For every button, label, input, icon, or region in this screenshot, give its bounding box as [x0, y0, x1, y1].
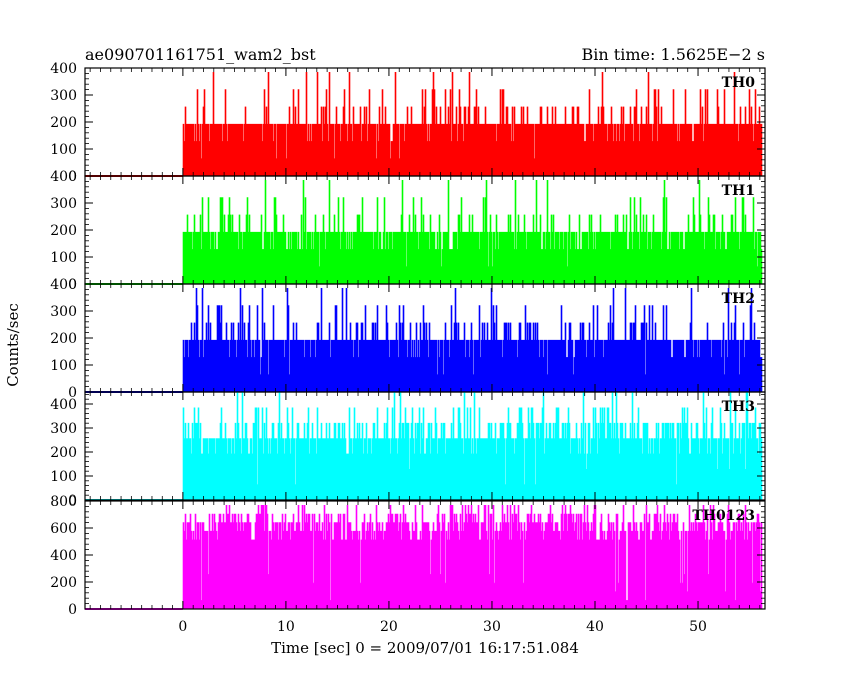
y-tick-label-th0123-200: 200	[50, 575, 77, 591]
series-label-th2: TH2	[722, 291, 755, 307]
y-tick-label-th3-300: 300	[50, 421, 77, 437]
y-tick-label-th2-200: 200	[50, 331, 77, 347]
x-tick-label-10: 10	[277, 619, 295, 635]
y-tick-label-th0-100: 100	[50, 142, 77, 158]
series-trace-th1	[182, 180, 763, 285]
series-trace-th0	[182, 72, 763, 177]
x-tick-label-40: 40	[586, 619, 604, 635]
y-tick-label-th1-200: 200	[50, 223, 77, 239]
y-tick-label-th0-300: 300	[50, 88, 77, 104]
y-tick-label-th3-0: 0	[68, 493, 77, 509]
y-tick-label-th0-200: 200	[50, 115, 77, 131]
x-tick-label-20: 20	[380, 619, 398, 635]
y-tick-label-th0-0: 0	[68, 169, 77, 185]
y-tick-label-th1-0: 0	[68, 277, 77, 293]
panel-th0: 0 100 200 300 400 TH0	[50, 61, 766, 185]
chart-title-right: Bin time: 1.5625E−2 s	[582, 45, 765, 64]
y-tick-label-th0-400: 400	[50, 61, 77, 77]
y-tick-label-th1-100: 100	[50, 250, 77, 266]
series-label-th3: TH3	[722, 399, 755, 415]
series-trace-th0123	[182, 505, 763, 610]
x-tick-label-0: 0	[178, 619, 187, 635]
y-tick-label-th0123-0: 0	[68, 602, 77, 618]
x-tick-label-30: 30	[483, 619, 501, 635]
y-tick-label-th1-400: 400	[50, 169, 77, 185]
y-tick-label-th3-200: 200	[50, 445, 77, 461]
series-label-th0: TH0	[722, 75, 756, 91]
series-label-th1: TH1	[722, 183, 755, 199]
y-axis-title: Counts/sec	[4, 303, 22, 387]
y-tick-label-th3-400: 400	[50, 397, 77, 413]
y-tick-label-th0123-800: 800	[50, 494, 77, 510]
panel-frame-th3	[84, 391, 766, 501]
y-tick-label-th0123-600: 600	[50, 521, 77, 537]
panel-th2: 0 100 200 300 400 TH2	[50, 277, 766, 401]
series-label-th0123: TH0123	[692, 508, 755, 524]
x-axis-title: Time [sec] 0 = 2009/07/01 16:17:51.084	[271, 639, 579, 657]
series-trace-th2	[182, 288, 763, 393]
chart-title-left: ae090701161751_wam2_bst	[85, 45, 316, 64]
y-tick-label-th2-300: 300	[50, 304, 77, 320]
y-tick-label-th2-0: 0	[68, 385, 77, 401]
panels-group: 0100200300400TH00100200300400TH101002003…	[50, 61, 766, 635]
y-tick-label-th2-400: 400	[50, 277, 77, 293]
panel-th0123: 0 200 400 600 800 TH0123	[50, 494, 766, 618]
y-tick-label-th1-300: 300	[50, 196, 77, 212]
series-trace-th3	[182, 392, 763, 501]
x-tick-label-50: 50	[689, 619, 707, 635]
y-tick-label-th2-100: 100	[50, 358, 77, 374]
y-tick-label-th3-100: 100	[50, 469, 77, 485]
panel-th1: 0 100 200 300 400 TH1	[50, 169, 766, 293]
y-tick-label-th0123-400: 400	[50, 548, 77, 564]
panel-th3: 0 100 200 300 400 TH3	[50, 391, 766, 509]
